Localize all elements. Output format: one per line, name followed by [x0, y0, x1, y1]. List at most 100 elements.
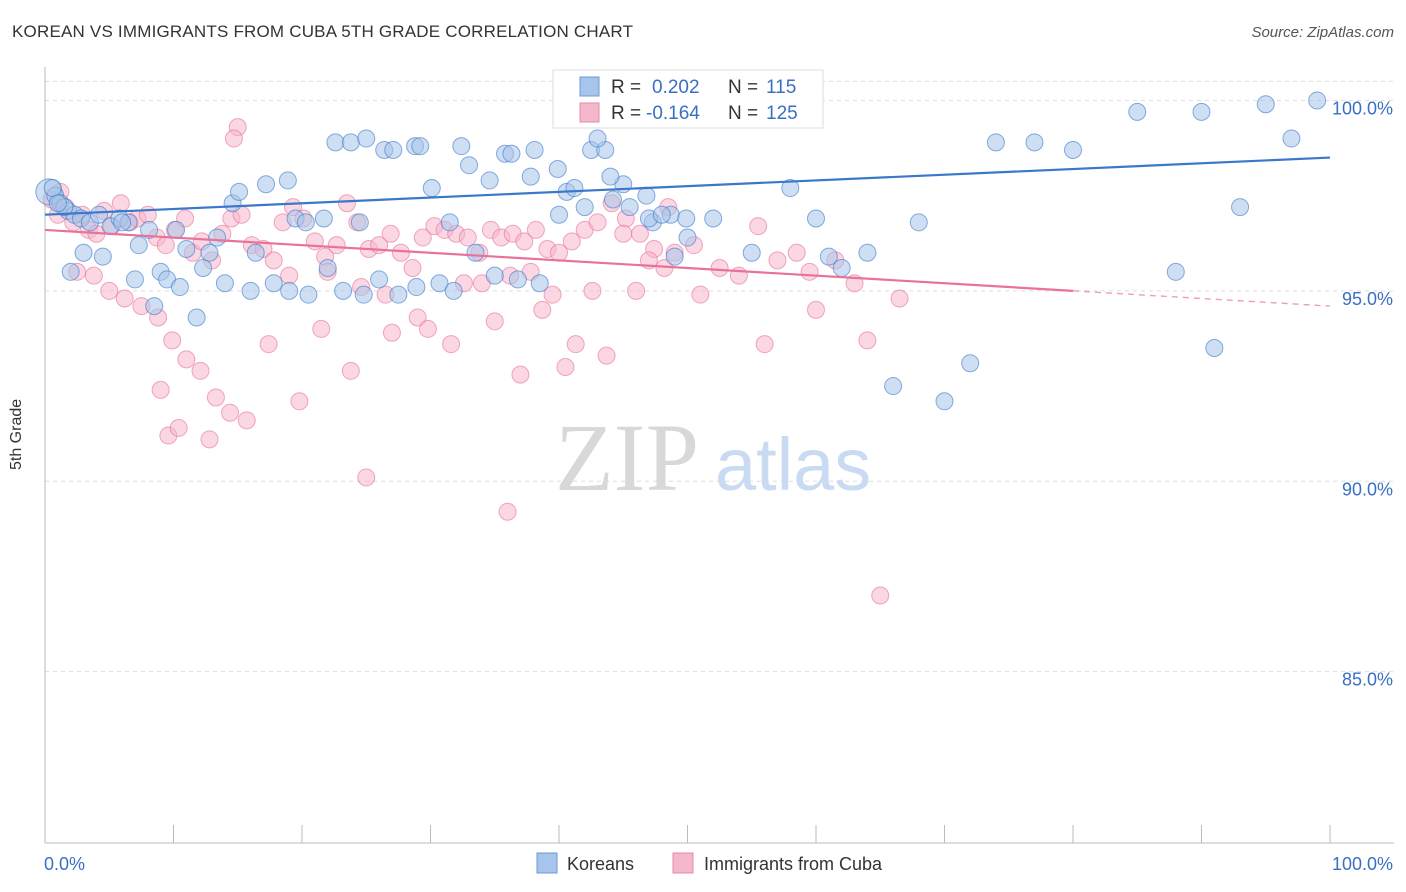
koreans-point	[326, 133, 345, 152]
koreans-point	[350, 213, 369, 232]
cuba-point	[191, 361, 210, 380]
cuba-point	[413, 228, 432, 247]
stats-r-label-1: R =	[611, 77, 641, 98]
koreans-point	[299, 285, 318, 304]
cuba-point	[169, 418, 188, 437]
cuba-point	[614, 224, 633, 243]
legend-cuba-swatch	[672, 852, 694, 874]
koreans-trend-line	[44, 156, 1331, 216]
koreans-point	[1231, 198, 1250, 217]
cuba-point	[800, 262, 819, 281]
stats-r-value-1: 0.202	[652, 77, 700, 98]
koreans-point	[1308, 91, 1327, 110]
koreans-point	[508, 270, 527, 289]
x-tick-label-max: 100.0%	[1332, 854, 1393, 874]
cuba-point	[111, 194, 130, 213]
y-tick-label: 85.0%	[1342, 670, 1393, 690]
koreans-point	[832, 259, 851, 278]
koreans-point	[678, 228, 697, 247]
koreans-point	[677, 209, 696, 228]
cuba-point	[312, 319, 331, 338]
stats-r-label-2: R =	[611, 103, 641, 124]
koreans-point	[246, 243, 265, 262]
cuba-trend-extension	[1072, 290, 1331, 307]
cuba-point	[138, 205, 157, 224]
cuba-point	[177, 350, 196, 369]
koreans-point	[230, 182, 249, 201]
cuba-point	[442, 335, 461, 354]
koreans-point	[264, 274, 283, 293]
cuba-point	[858, 331, 877, 350]
koreans-point	[48, 194, 67, 213]
koreans-point	[550, 205, 568, 224]
cuba-point	[381, 224, 400, 243]
koreans-point	[278, 171, 297, 190]
cuba-point	[543, 285, 562, 304]
cuba-point	[206, 388, 225, 407]
stats-legend-cuba-swatch	[579, 102, 600, 123]
koreans-point	[241, 281, 260, 300]
cuba-point	[498, 502, 517, 521]
x-tick-label-min: 0.0%	[44, 854, 85, 874]
koreans-point	[129, 236, 148, 255]
koreans-point	[334, 281, 353, 300]
cuba-point	[566, 335, 585, 354]
koreans-point	[986, 133, 1005, 152]
koreans-point	[452, 137, 471, 156]
stats-n-label-1: N =	[728, 77, 758, 98]
cuba-point	[341, 361, 360, 380]
koreans-point	[194, 259, 213, 278]
cuba-point	[588, 213, 607, 232]
cuba-point	[382, 323, 401, 342]
stats-n-value-2: 125	[766, 103, 798, 124]
koreans-point	[704, 209, 723, 228]
koreans-point	[74, 243, 93, 262]
cuba-point	[337, 194, 356, 213]
koreans-point	[177, 239, 196, 258]
koreans-point	[113, 213, 132, 232]
cuba-point	[871, 586, 890, 605]
series-koreans-points	[35, 91, 1327, 411]
cuba-point	[280, 266, 299, 285]
koreans-point	[530, 274, 549, 293]
cuba-point	[100, 281, 119, 300]
cuba-point	[787, 243, 806, 262]
koreans-point	[1192, 102, 1211, 121]
cuba-point	[511, 365, 530, 384]
cuba-point	[691, 285, 710, 304]
cuba-point	[327, 236, 346, 255]
y-tick-labels: 85.0% 90.0% 95.0% 100.0%	[1332, 98, 1393, 689]
legend-koreans-label: Koreans	[567, 854, 634, 874]
koreans-point	[460, 156, 479, 175]
cuba-point	[458, 228, 477, 247]
cuba-point	[526, 220, 545, 239]
koreans-point	[525, 140, 544, 159]
cuba-point	[755, 335, 774, 354]
cuba-point	[357, 468, 376, 487]
koreans-point	[354, 285, 373, 304]
koreans-point	[620, 198, 639, 217]
series-cuba-points	[42, 118, 909, 605]
koreans-point	[1166, 262, 1185, 281]
cuba-point	[221, 403, 240, 422]
cuba-point	[556, 358, 575, 377]
koreans-point	[601, 167, 620, 186]
stats-n-label-2: N =	[728, 103, 758, 124]
koreans-point	[296, 213, 315, 232]
cuba-point	[627, 281, 646, 300]
cuba-point	[200, 430, 219, 449]
koreans-point	[884, 377, 903, 396]
koreans-point	[575, 198, 594, 217]
koreans-point	[637, 186, 656, 205]
cuba-point	[807, 300, 825, 319]
source-label: Source: ZipAtlas.com	[1251, 24, 1394, 41]
koreans-point	[389, 285, 408, 304]
stats-r-value-2: -0.164	[646, 103, 700, 124]
stats-n-value-1: 115	[766, 77, 796, 98]
koreans-point	[145, 297, 164, 316]
koreans-point	[422, 179, 441, 198]
cuba-trend-line	[44, 228, 1074, 292]
koreans-point	[819, 247, 838, 266]
watermark-atlas: atlas	[715, 423, 871, 506]
